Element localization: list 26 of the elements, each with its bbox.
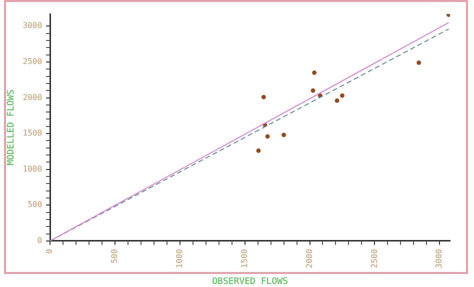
y-tick-label: 1000 [22, 164, 42, 174]
point [265, 134, 270, 139]
x-tick-label: 500 [110, 248, 120, 264]
y-axis-title: MODELLED FLOWS [6, 90, 17, 166]
point [282, 132, 286, 138]
x-tick-label: 0 [45, 248, 54, 254]
point [312, 70, 317, 75]
x-tick-label: 3000 [434, 248, 444, 268]
x-tick-label: 2000 [304, 248, 314, 268]
point [261, 94, 266, 100]
y-tick-label: 500 [28, 200, 42, 210]
y-tick-label: 2500 [22, 57, 42, 66]
y-tick-label: 1500 [22, 128, 42, 138]
point [446, 14, 450, 17]
x-tick-label: 1500 [240, 248, 249, 268]
point [334, 98, 340, 103]
y-tick-label: 2000 [22, 92, 42, 102]
y-tick-label: 0 [37, 236, 42, 246]
point [310, 88, 316, 93]
x-tick-label: 1000 [174, 248, 184, 268]
point [256, 148, 261, 153]
x-tick-label: 2500 [370, 248, 379, 268]
x-axis-title: OBSERVED FLOWS [212, 276, 288, 287]
point [340, 93, 344, 98]
y-tick-label: 3000 [22, 21, 42, 30]
point [416, 60, 422, 65]
